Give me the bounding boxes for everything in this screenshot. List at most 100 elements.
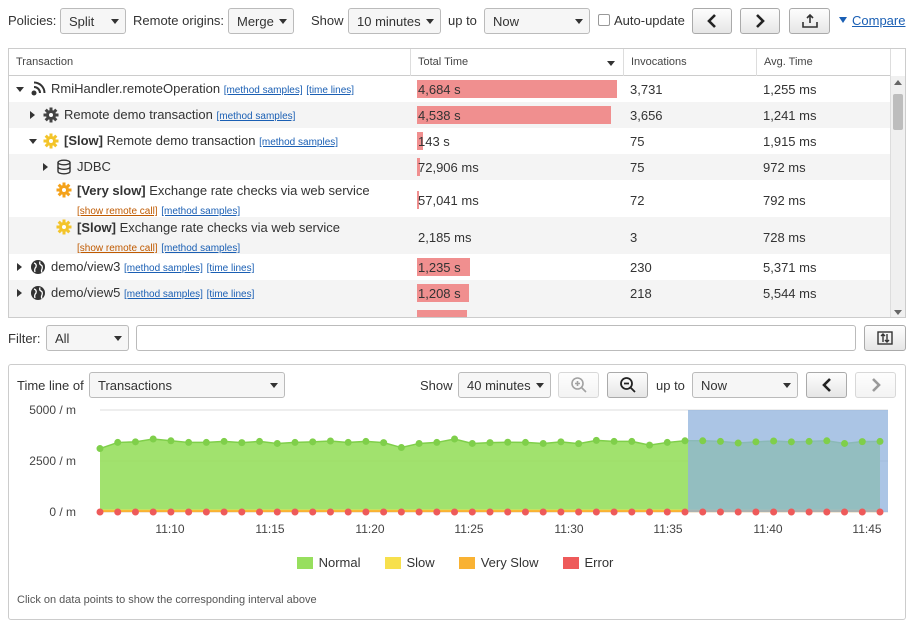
timeline-period-value: 40 minutes	[467, 378, 531, 393]
transaction-name: [Slow] Exchange rate checks via web serv…	[77, 220, 340, 235]
method-samples-link[interactable]: [method samples]	[259, 137, 339, 148]
table-row[interactable]: [Very slow] Exchange rate checks via web…	[9, 180, 891, 217]
show-period-select[interactable]: 10 minutes	[348, 8, 441, 34]
method-samples-link[interactable]: [method samples]	[223, 85, 303, 96]
chevron-down-icon	[111, 19, 119, 24]
scroll-down-icon[interactable]	[894, 310, 902, 315]
filter-input[interactable]	[136, 325, 856, 351]
method-samples-link[interactable]: [method samples]	[124, 263, 203, 274]
table-row[interactable]: [Slow] Exchange rate checks via web serv…	[9, 217, 891, 254]
auto-update-checkbox[interactable]	[598, 14, 610, 26]
remote-origins-select[interactable]: Merge	[228, 8, 294, 34]
timeline-type-select[interactable]: Transactions	[89, 372, 285, 398]
method-samples-link[interactable]: [method samples]	[161, 243, 241, 254]
collapse-icon[interactable]	[16, 87, 24, 92]
show-remote-call-link[interactable]: [show remote call]	[77, 243, 158, 254]
zoom-in-button[interactable]	[558, 372, 599, 398]
chevron-down-icon	[114, 336, 122, 341]
scrollbar-thumb[interactable]	[893, 94, 903, 130]
expand-icon[interactable]	[30, 111, 35, 119]
total-time-value: 143 s	[418, 134, 450, 149]
expand-icon[interactable]	[17, 263, 22, 271]
legend-item-very-slow[interactable]: Very Slow	[458, 555, 539, 570]
transaction-label: Remote demo transaction	[106, 133, 256, 148]
cell-transaction: [Slow] Exchange rate checks via web serv…	[9, 217, 411, 254]
cell-total-time: 4,684 s	[411, 76, 624, 102]
column-header-avg-time[interactable]: Avg. Time	[757, 49, 891, 76]
transaction-name: demo/view5 [method samples] [time lines]	[51, 285, 254, 300]
total-time-value: 1,208 s	[418, 286, 461, 301]
filter-options-button[interactable]	[864, 325, 906, 351]
cell-avg-time: 5,544 ms	[763, 286, 817, 301]
up-to-label: up to	[448, 13, 477, 28]
table-row[interactable]: [Slow] Remote demo transaction [method s…	[9, 128, 891, 154]
show-period-value: 10 minutes	[357, 14, 421, 29]
time-lines-link[interactable]: [time lines]	[306, 85, 355, 96]
timeline-previous-button[interactable]	[806, 372, 847, 398]
cell-transaction: demo/view3 [method samples] [time lines]	[9, 254, 411, 280]
column-header-transaction[interactable]: Transaction	[9, 49, 411, 76]
legend-item-slow[interactable]: Slow	[384, 555, 435, 570]
expand-icon[interactable]	[17, 289, 22, 297]
legend-label-error: Error	[584, 555, 614, 570]
cell-transaction: [Slow] Remote demo transaction [method s…	[9, 128, 411, 154]
policies-select[interactable]: Split	[60, 8, 126, 34]
method-samples-link[interactable]: [method samples]	[124, 289, 203, 300]
compare-link[interactable]: Compare	[852, 13, 906, 28]
sort-descending-icon	[607, 61, 615, 66]
show-remote-call-link[interactable]: [show remote call]	[77, 206, 158, 217]
table-row[interactable]: RmiHandler.remoteOperation [method sampl…	[9, 76, 891, 102]
table-row[interactable]: demo/view3 [method samples] [time lines]…	[9, 254, 891, 280]
filter-type-select[interactable]: All	[46, 325, 129, 351]
collapse-icon[interactable]	[29, 139, 37, 144]
time-lines-link[interactable]: [time lines]	[206, 289, 255, 300]
total-time-bar	[417, 191, 419, 209]
method-samples-link[interactable]: [method samples]	[161, 206, 241, 217]
transaction-name: RmiHandler.remoteOperation [method sampl…	[51, 81, 354, 96]
transaction-name: Remote demo transaction [method samples]	[64, 107, 295, 122]
transaction-table: Transaction Total Time Invocations Avg. …	[8, 48, 906, 318]
cell-avg-time: 1,241 ms	[763, 108, 817, 123]
up-to-select[interactable]: Now	[484, 8, 590, 34]
cell-total-time: 57,041 ms	[411, 180, 624, 217]
next-interval-button[interactable]	[740, 8, 780, 34]
filter-label: Filter:	[8, 331, 41, 346]
chevron-right-icon	[871, 378, 881, 392]
method-samples-link[interactable]: [method samples]	[216, 111, 296, 122]
table-header: Transaction Total Time Invocations Avg. …	[9, 49, 891, 76]
timeline-panel	[8, 364, 906, 620]
timeline-hint: Click on data points to show the corresp…	[17, 594, 317, 606]
remote-origins-select-value: Merge	[237, 14, 274, 29]
chevron-down-icon	[783, 383, 791, 388]
legend-swatch-very-slow	[458, 556, 475, 569]
table-row[interactable]: JDBC 72,906 ms 75 972 ms	[9, 154, 891, 180]
timeline-period-select[interactable]: 40 minutes	[458, 372, 551, 398]
zoom-out-button[interactable]	[607, 372, 648, 398]
legend-item-error[interactable]: Error	[562, 555, 614, 570]
timeline-up-to-select[interactable]: Now	[692, 372, 798, 398]
column-header-total-time[interactable]: Total Time	[411, 49, 624, 76]
column-header-invocations[interactable]: Invocations	[624, 49, 757, 76]
total-time-value: 4,684 s	[418, 82, 461, 97]
total-time-bar	[417, 106, 611, 124]
cell-transaction: Remote demo transaction [method samples]	[9, 102, 411, 128]
export-icon	[801, 13, 818, 28]
table-row[interactable]: Remote demo transaction [method samples]…	[9, 102, 891, 128]
expand-icon[interactable]	[43, 163, 48, 171]
previous-interval-button[interactable]	[692, 8, 732, 34]
time-lines-link[interactable]: [time lines]	[206, 263, 255, 274]
table-row[interactable]: demo/view5 [method samples] [time lines]…	[9, 280, 891, 306]
table-scrollbar[interactable]	[890, 76, 905, 317]
policy-prefix: [Slow]	[64, 133, 103, 148]
total-time-value: 1,235 s	[418, 260, 461, 275]
scroll-up-icon[interactable]	[894, 80, 902, 85]
gear-icon	[43, 107, 59, 123]
export-button[interactable]	[789, 8, 830, 34]
transaction-name: [Slow] Remote demo transaction [method s…	[64, 133, 338, 148]
timeline-next-button[interactable]	[855, 372, 896, 398]
legend-item-normal[interactable]: Normal	[296, 555, 361, 570]
policies-select-value: Split	[69, 14, 95, 29]
total-time-bar	[417, 132, 423, 150]
cell-invocations: 3	[630, 230, 638, 245]
policies-label: Policies:	[8, 13, 57, 28]
